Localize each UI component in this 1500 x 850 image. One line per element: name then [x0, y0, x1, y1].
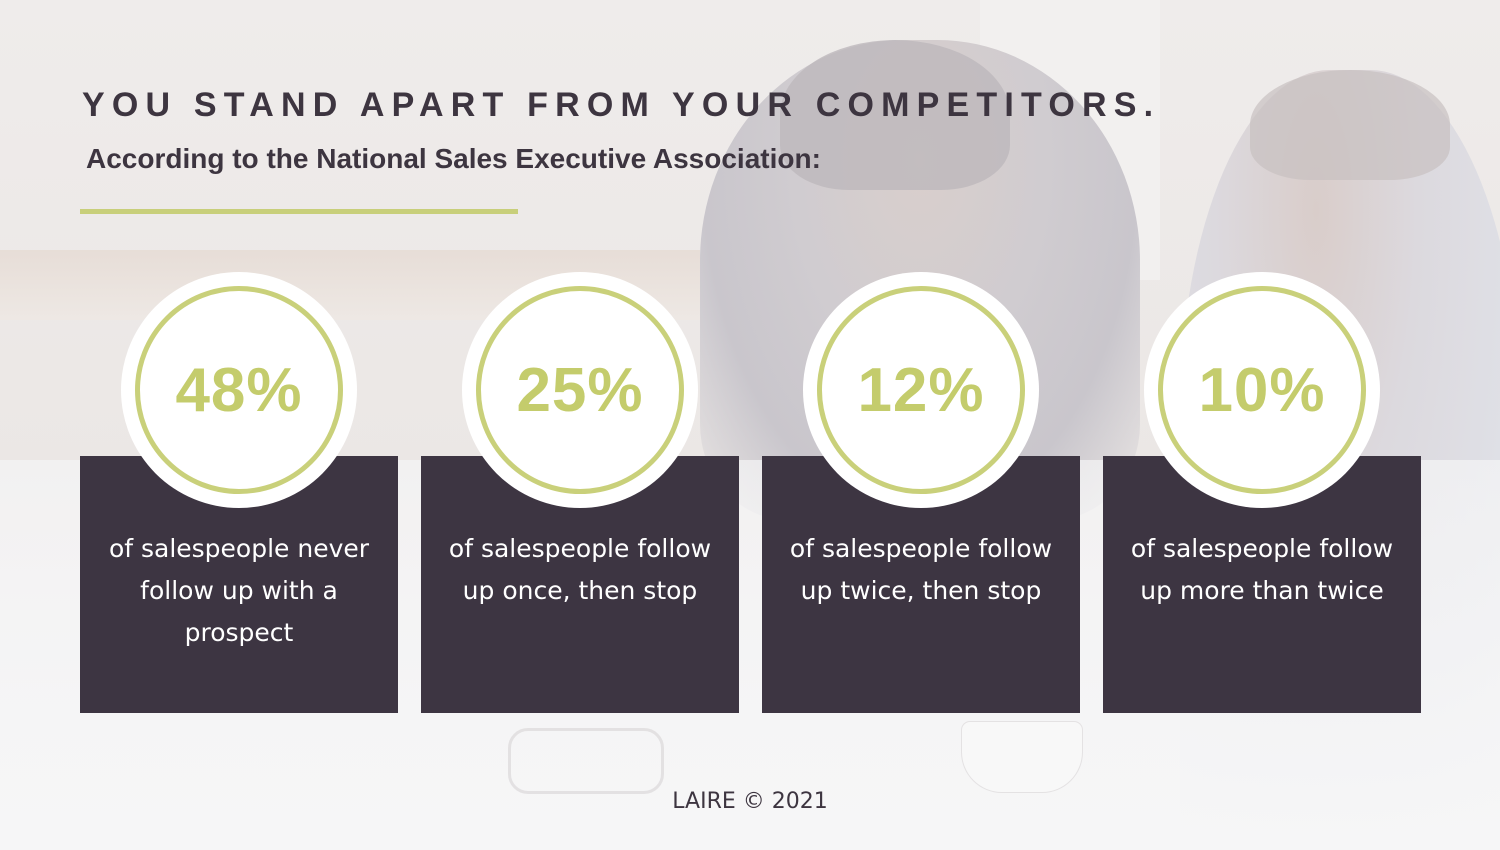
stat-percent: 48% [175, 355, 303, 425]
stat-description: of salespeople follow up more than twice [1130, 534, 1394, 605]
stat-percent: 25% [516, 355, 644, 425]
stat-ring: 10% [1158, 286, 1366, 494]
accent-divider [80, 209, 518, 214]
page-subtitle: According to the National Sales Executiv… [86, 143, 821, 174]
stat-percent: 12% [857, 355, 985, 425]
stat-card-2: of salespeople follow up once, then stop [421, 456, 739, 713]
stat-ring: 48% [135, 286, 343, 494]
copyright-footer: LAIRE © 2021 [672, 789, 828, 814]
stat-description: of salespeople never follow up with a pr… [108, 534, 370, 647]
page-title: YOU STAND APART FROM YOUR COMPETITORS. [82, 86, 1161, 124]
stat-ring: 12% [817, 286, 1025, 494]
stat-badge-1: 48% [121, 272, 357, 508]
stat-badge-2: 25% [462, 272, 698, 508]
stat-description: of salespeople follow up once, then stop [448, 534, 712, 605]
stat-badge-3: 12% [803, 272, 1039, 508]
stat-description: of salespeople follow up twice, then sto… [789, 534, 1053, 605]
stat-percent: 10% [1198, 355, 1326, 425]
stat-ring: 25% [476, 286, 684, 494]
stat-badge-4: 10% [1144, 272, 1380, 508]
